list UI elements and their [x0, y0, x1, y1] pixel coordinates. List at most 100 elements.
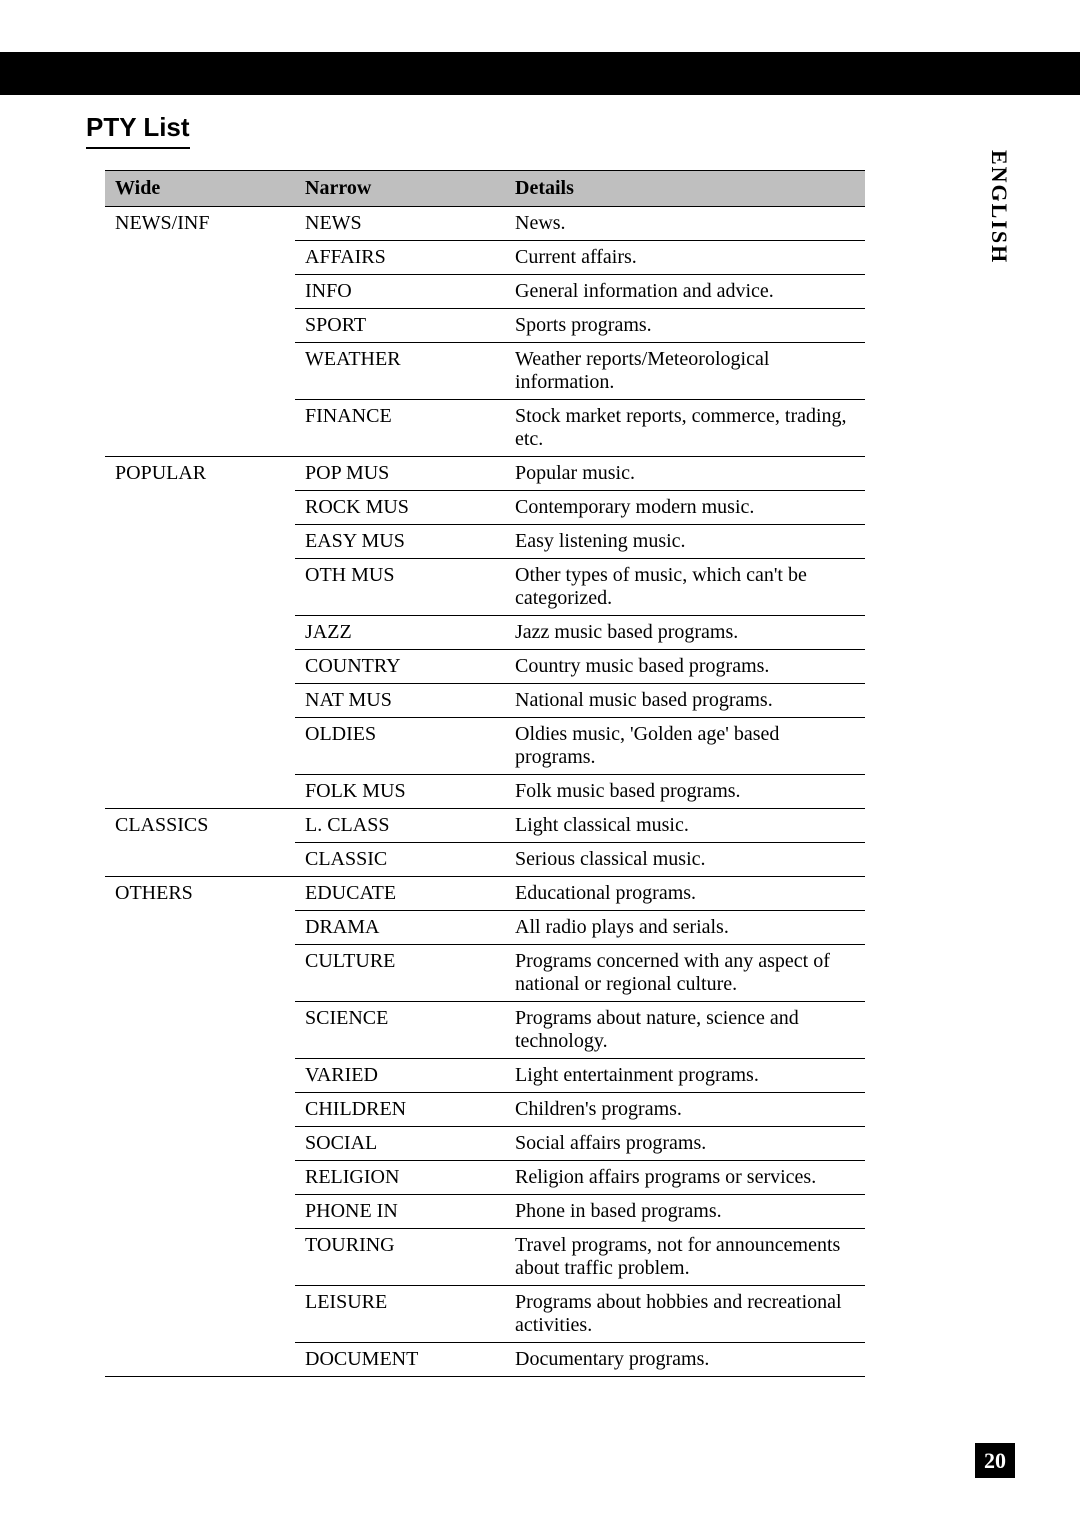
table-row: SPORTSports programs.	[105, 309, 865, 343]
table-row: POPULARPOP MUSPopular music.	[105, 457, 865, 491]
col-header-wide: Wide	[105, 171, 295, 207]
cell-details: Travel programs, not for announcements a…	[505, 1229, 865, 1286]
cell-narrow: WEATHER	[295, 343, 505, 400]
table-row: SOCIALSocial affairs programs.	[105, 1127, 865, 1161]
cell-details: Educational programs.	[505, 877, 865, 911]
cell-details: Stock market reports, commerce, trading,…	[505, 400, 865, 457]
cell-details: Religion affairs programs or services.	[505, 1161, 865, 1195]
table-row: OLDIESOldies music, 'Golden age' based p…	[105, 718, 865, 775]
table-row: VARIEDLight entertainment programs.	[105, 1059, 865, 1093]
cell-details: All radio plays and serials.	[505, 911, 865, 945]
cell-wide	[105, 491, 295, 525]
cell-details: General information and advice.	[505, 275, 865, 309]
cell-details: Programs concerned with any aspect of na…	[505, 945, 865, 1002]
cell-narrow: SCIENCE	[295, 1002, 505, 1059]
col-header-details: Details	[505, 171, 865, 207]
cell-wide	[105, 684, 295, 718]
cell-narrow: L. CLASS	[295, 809, 505, 843]
table-row: WEATHERWeather reports/Meteorological in…	[105, 343, 865, 400]
cell-narrow: DRAMA	[295, 911, 505, 945]
cell-details: Documentary programs.	[505, 1343, 865, 1377]
cell-details: Oldies music, 'Golden age' based program…	[505, 718, 865, 775]
page-title: PTY List	[86, 112, 190, 149]
cell-wide	[105, 1002, 295, 1059]
cell-wide: NEWS/INF	[105, 207, 295, 241]
cell-wide	[105, 1093, 295, 1127]
table-body: NEWS/INFNEWSNews.AFFAIRSCurrent affairs.…	[105, 207, 865, 1377]
cell-narrow: CULTURE	[295, 945, 505, 1002]
cell-wide	[105, 1229, 295, 1286]
cell-wide	[105, 559, 295, 616]
cell-narrow: OTH MUS	[295, 559, 505, 616]
cell-wide	[105, 650, 295, 684]
cell-details: News.	[505, 207, 865, 241]
table-row: DOCUMENTDocumentary programs.	[105, 1343, 865, 1377]
cell-wide	[105, 945, 295, 1002]
cell-wide	[105, 718, 295, 775]
cell-details: Programs about hobbies and recreational …	[505, 1286, 865, 1343]
top-bar	[0, 52, 1080, 95]
cell-wide	[105, 309, 295, 343]
cell-wide	[105, 1286, 295, 1343]
cell-narrow: PHONE IN	[295, 1195, 505, 1229]
cell-wide	[105, 775, 295, 809]
cell-details: Jazz music based programs.	[505, 616, 865, 650]
cell-wide	[105, 400, 295, 457]
table-row: JAZZJazz music based programs.	[105, 616, 865, 650]
cell-narrow: FINANCE	[295, 400, 505, 457]
table-row: OTHERSEDUCATEEducational programs.	[105, 877, 865, 911]
table-header-row: Wide Narrow Details	[105, 171, 865, 207]
table-row: CLASSICSL. CLASSLight classical music.	[105, 809, 865, 843]
cell-narrow: OLDIES	[295, 718, 505, 775]
cell-wide	[105, 843, 295, 877]
table-row: RELIGIONReligion affairs programs or ser…	[105, 1161, 865, 1195]
table-row: CULTUREPrograms concerned with any aspec…	[105, 945, 865, 1002]
cell-narrow: NAT MUS	[295, 684, 505, 718]
cell-narrow: AFFAIRS	[295, 241, 505, 275]
cell-details: Phone in based programs.	[505, 1195, 865, 1229]
table-row: DRAMAAll radio plays and serials.	[105, 911, 865, 945]
cell-wide	[105, 616, 295, 650]
cell-narrow: CLASSIC	[295, 843, 505, 877]
table-row: SCIENCEPrograms about nature, science an…	[105, 1002, 865, 1059]
table-row: LEISUREPrograms about hobbies and recrea…	[105, 1286, 865, 1343]
cell-narrow: EASY MUS	[295, 525, 505, 559]
pty-table: Wide Narrow Details NEWS/INFNEWSNews.AFF…	[105, 170, 865, 1377]
cell-wide: OTHERS	[105, 877, 295, 911]
cell-details: Light entertainment programs.	[505, 1059, 865, 1093]
cell-wide	[105, 1343, 295, 1377]
cell-details: Social affairs programs.	[505, 1127, 865, 1161]
cell-details: Weather reports/Meteorological informati…	[505, 343, 865, 400]
cell-narrow: NEWS	[295, 207, 505, 241]
cell-narrow: TOURING	[295, 1229, 505, 1286]
cell-details: Popular music.	[505, 457, 865, 491]
cell-wide	[105, 911, 295, 945]
cell-narrow: COUNTRY	[295, 650, 505, 684]
cell-narrow: RELIGION	[295, 1161, 505, 1195]
cell-details: Easy listening music.	[505, 525, 865, 559]
cell-wide: POPULAR	[105, 457, 295, 491]
table-row: PHONE INPhone in based programs.	[105, 1195, 865, 1229]
cell-wide	[105, 1195, 295, 1229]
table-row: NEWS/INFNEWSNews.	[105, 207, 865, 241]
col-header-narrow: Narrow	[295, 171, 505, 207]
pty-table-wrap: Wide Narrow Details NEWS/INFNEWSNews.AFF…	[105, 170, 865, 1377]
cell-narrow: FOLK MUS	[295, 775, 505, 809]
cell-wide	[105, 1127, 295, 1161]
cell-narrow: JAZZ	[295, 616, 505, 650]
table-row: OTH MUSOther types of music, which can't…	[105, 559, 865, 616]
cell-narrow: EDUCATE	[295, 877, 505, 911]
table-row: EASY MUSEasy listening music.	[105, 525, 865, 559]
cell-narrow: CHILDREN	[295, 1093, 505, 1127]
cell-details: Folk music based programs.	[505, 775, 865, 809]
cell-details: Contemporary modern music.	[505, 491, 865, 525]
cell-details: Children's programs.	[505, 1093, 865, 1127]
cell-narrow: SOCIAL	[295, 1127, 505, 1161]
cell-details: Light classical music.	[505, 809, 865, 843]
table-row: TOURINGTravel programs, not for announce…	[105, 1229, 865, 1286]
table-row: ROCK MUSContemporary modern music.	[105, 491, 865, 525]
language-tab: ENGLISH	[986, 150, 1012, 264]
cell-details: Programs about nature, science and techn…	[505, 1002, 865, 1059]
cell-details: Serious classical music.	[505, 843, 865, 877]
table-row: AFFAIRSCurrent affairs.	[105, 241, 865, 275]
